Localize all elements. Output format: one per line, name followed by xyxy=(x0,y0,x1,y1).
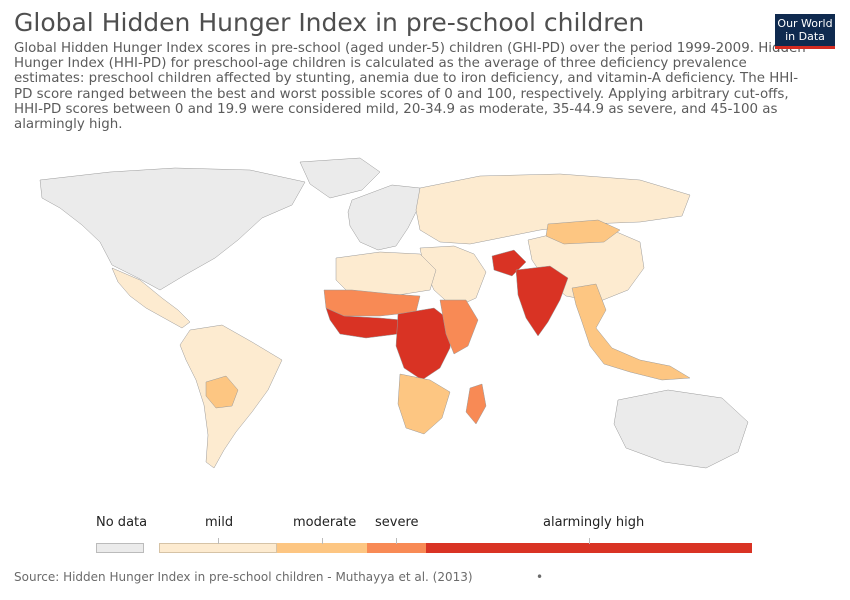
legend-tick xyxy=(218,538,219,544)
legend-severe-label: severe xyxy=(375,515,419,530)
separator-dot: • xyxy=(536,570,544,584)
map-region-east-africa[interactable] xyxy=(439,299,479,355)
legend-moderate-swatch[interactable] xyxy=(277,543,367,553)
logo-line-2: in Data xyxy=(785,30,825,43)
owid-logo[interactable]: Our World in Data xyxy=(775,14,835,49)
legend-tick xyxy=(322,538,323,544)
map-region-southeast-asia[interactable] xyxy=(571,283,691,381)
map-region-afghanistan[interactable] xyxy=(491,249,527,277)
map-region-madagascar[interactable] xyxy=(465,383,487,425)
map-region-europe[interactable] xyxy=(347,184,421,251)
map-region-india[interactable] xyxy=(515,265,569,337)
source-note[interactable]: Source: Hidden Hunger Index in pre-schoo… xyxy=(14,570,473,584)
world-map[interactable] xyxy=(0,150,850,510)
legend-tick xyxy=(396,538,397,544)
map-region-bolivia-paraguay[interactable] xyxy=(205,375,239,409)
legend-severe-swatch[interactable] xyxy=(367,543,426,553)
legend-mild-label: mild xyxy=(205,515,234,530)
map-region-mexico-central-america[interactable] xyxy=(111,267,191,329)
map-region-central-africa[interactable] xyxy=(395,307,453,381)
chart-title: Global Hidden Hunger Index in pre-school… xyxy=(14,8,645,37)
map-region-southern-africa[interactable] xyxy=(397,373,451,435)
map-region-australia[interactable] xyxy=(613,389,749,469)
legend-no-data-swatch[interactable] xyxy=(96,543,144,553)
legend-no-data-label: No data xyxy=(96,515,148,530)
logo-line-1: Our World xyxy=(777,17,833,30)
legend-alarmingly-high-label: alarmingly high xyxy=(543,515,645,530)
map-region-north-africa[interactable] xyxy=(335,251,437,297)
legend-alarmingly-high-swatch[interactable] xyxy=(426,543,752,553)
map-region-mongolia[interactable] xyxy=(545,219,621,245)
map-region-north-america-greenland[interactable] xyxy=(39,157,381,291)
legend-mild-swatch[interactable] xyxy=(159,543,277,553)
legend-tick xyxy=(589,538,590,544)
legend-moderate-label: moderate xyxy=(293,515,357,530)
chart-subtitle: Global Hidden Hunger Index scores in pre… xyxy=(14,41,806,133)
